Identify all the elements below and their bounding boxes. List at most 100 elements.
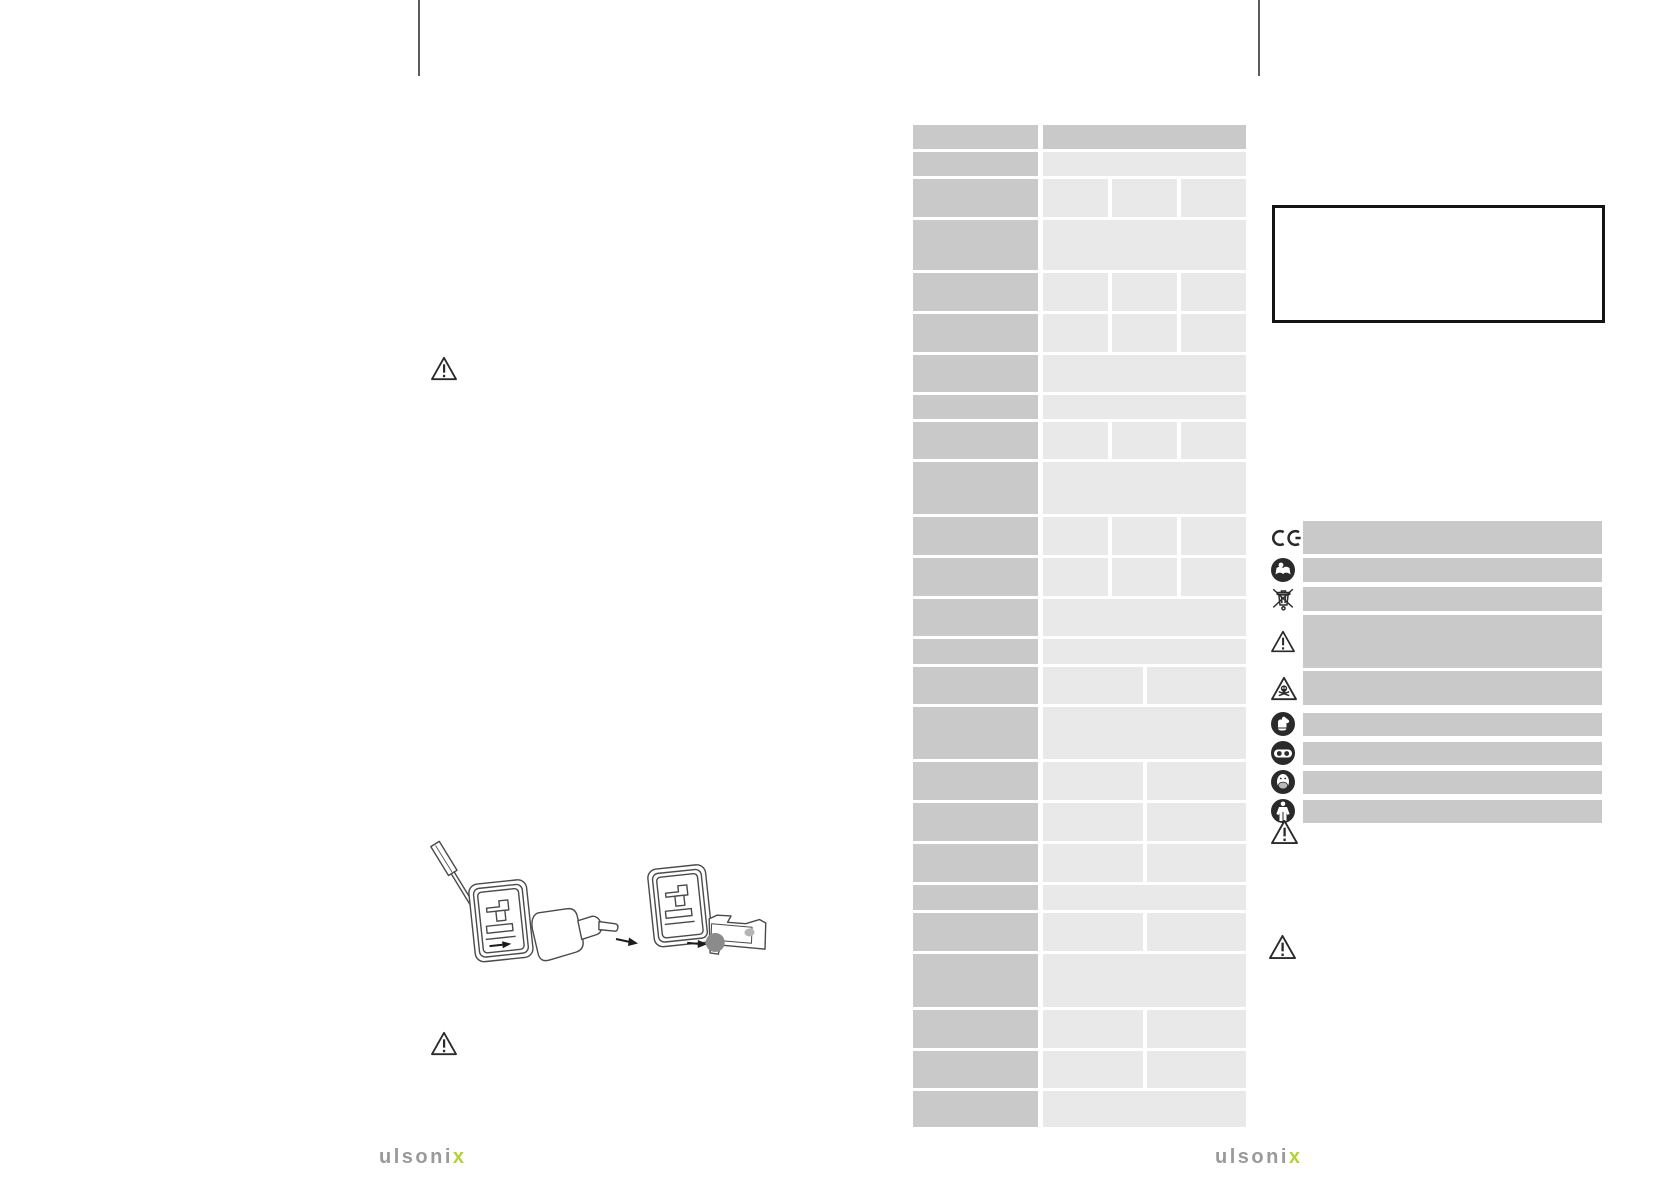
spec-table-row bbox=[913, 1091, 1246, 1127]
spec-value-cells bbox=[1043, 462, 1246, 514]
spec-value-cell bbox=[1043, 422, 1108, 459]
spec-value-cell bbox=[1043, 707, 1246, 759]
ulsonix-logo: ulsonix bbox=[1215, 1146, 1303, 1169]
spec-table-row bbox=[913, 395, 1246, 419]
fuse-replacement-diagram bbox=[423, 838, 768, 978]
spec-label-cell bbox=[913, 558, 1038, 596]
column-divider-left bbox=[418, 0, 420, 76]
spec-table bbox=[913, 125, 1246, 1130]
spec-label-cell bbox=[913, 1091, 1038, 1127]
warning-triangle-icon bbox=[430, 1031, 458, 1061]
weee-bin-icon bbox=[1270, 586, 1303, 612]
spec-value-cell bbox=[1043, 1010, 1143, 1048]
spec-value-cell bbox=[1043, 1091, 1246, 1127]
spec-value-cells bbox=[1043, 667, 1246, 704]
spec-value-cell bbox=[1043, 844, 1143, 882]
spec-label-cell bbox=[913, 1010, 1038, 1048]
safety-goggles-icon bbox=[1270, 740, 1303, 766]
spec-value-cell bbox=[1043, 152, 1246, 176]
spec-table-row bbox=[913, 913, 1246, 951]
spec-label-cell bbox=[913, 954, 1038, 1007]
symbol-text-bar bbox=[1303, 770, 1602, 794]
spec-label-cell bbox=[913, 355, 1038, 392]
symbol-text-bar bbox=[1303, 521, 1602, 554]
spec-value-cell bbox=[1112, 517, 1177, 555]
spec-value-cell bbox=[1146, 803, 1246, 841]
spec-value-cells bbox=[1043, 803, 1246, 841]
spec-value-cell bbox=[1043, 913, 1143, 951]
spec-value-cells bbox=[1043, 1091, 1246, 1127]
spec-label-cell bbox=[913, 273, 1038, 311]
spec-value-cell bbox=[1181, 558, 1246, 596]
spec-table-header-row bbox=[913, 125, 1246, 149]
symbol-legend-item bbox=[1270, 798, 1602, 824]
spec-value-cell bbox=[1043, 954, 1246, 1007]
spec-value-cell bbox=[1043, 462, 1246, 514]
warning-triangle-icon bbox=[1268, 934, 1297, 965]
spec-label-cell bbox=[913, 639, 1038, 664]
symbol-legend-item bbox=[1270, 671, 1602, 705]
logo-text: ulsoni bbox=[1215, 1146, 1289, 1168]
spec-label-cell bbox=[913, 220, 1038, 270]
spec-table-row bbox=[913, 803, 1246, 841]
spec-value-cells bbox=[1043, 707, 1246, 759]
spec-value-cell bbox=[1112, 558, 1177, 596]
spec-table-row bbox=[913, 220, 1246, 270]
spec-value-cells bbox=[1043, 913, 1246, 951]
spec-value-cell bbox=[1043, 355, 1246, 392]
symbol-text-bar bbox=[1303, 799, 1602, 823]
spec-value-cells bbox=[1043, 762, 1246, 800]
spec-label-cell bbox=[913, 125, 1038, 149]
logo-accent-letter: x bbox=[452, 1146, 467, 1168]
spec-value-cell bbox=[1043, 803, 1143, 841]
symbol-text-bar bbox=[1303, 671, 1602, 705]
spec-value-cell bbox=[1146, 844, 1246, 882]
spec-value-cells bbox=[1043, 1051, 1246, 1088]
spec-label-cell bbox=[913, 707, 1038, 759]
spec-table-row bbox=[913, 667, 1246, 704]
spec-value-cell bbox=[1112, 422, 1177, 459]
spec-value-cell bbox=[1043, 639, 1246, 664]
spec-value-cell bbox=[1181, 273, 1246, 311]
symbol-legend-item bbox=[1270, 586, 1602, 612]
spec-value-cell bbox=[1112, 179, 1177, 217]
spec-label-cell bbox=[913, 179, 1038, 217]
symbol-text-bar bbox=[1303, 615, 1602, 668]
spec-table-row bbox=[913, 885, 1246, 910]
spec-value-cell bbox=[1181, 517, 1246, 555]
dust-mask-icon bbox=[1270, 769, 1303, 795]
spec-value-cell bbox=[1043, 885, 1246, 910]
spec-table-row bbox=[913, 762, 1246, 800]
ce-mark-icon bbox=[1270, 528, 1303, 548]
spec-label-cell bbox=[913, 152, 1038, 176]
spec-label-cell bbox=[913, 1051, 1038, 1088]
spec-value-cells bbox=[1043, 885, 1246, 910]
symbol-legend-item bbox=[1270, 769, 1602, 795]
spec-value-cell bbox=[1112, 273, 1177, 311]
spec-value-cells bbox=[1043, 152, 1246, 176]
spec-value-cells bbox=[1043, 639, 1246, 664]
spec-value-cells bbox=[1043, 599, 1246, 636]
spec-value-cells bbox=[1043, 1010, 1246, 1048]
spec-table-row bbox=[913, 273, 1246, 311]
spec-value-cell bbox=[1146, 667, 1246, 704]
spec-table-row bbox=[913, 462, 1246, 514]
spec-value-cells bbox=[1043, 125, 1246, 149]
column-divider-right bbox=[1258, 0, 1260, 76]
spec-value-cell bbox=[1112, 314, 1177, 352]
spec-value-cells bbox=[1043, 558, 1246, 596]
warning-triangle-icon bbox=[1270, 630, 1303, 653]
spec-table-row bbox=[913, 639, 1246, 664]
spec-label-cell bbox=[913, 462, 1038, 514]
spec-value-cell bbox=[1043, 517, 1108, 555]
symbol-legend-item bbox=[1270, 557, 1602, 583]
spec-value-cells bbox=[1043, 517, 1246, 555]
symbol-text-bar bbox=[1303, 558, 1602, 582]
read-manual-icon bbox=[1270, 557, 1303, 583]
spec-value-cell bbox=[1043, 558, 1108, 596]
spec-value-cells bbox=[1043, 314, 1246, 352]
spec-label-cell bbox=[913, 844, 1038, 882]
spec-label-cell bbox=[913, 762, 1038, 800]
ulsonix-logo: ulsonix bbox=[379, 1146, 467, 1169]
spec-value-cells bbox=[1043, 273, 1246, 311]
